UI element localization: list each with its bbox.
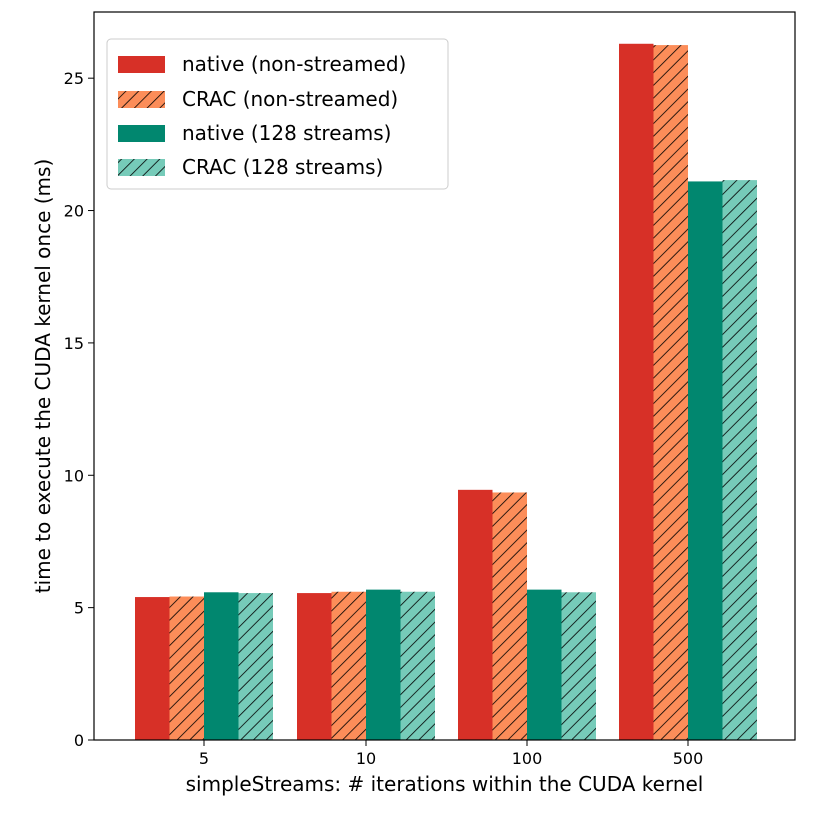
bar-crac-128-streams-10	[400, 591, 435, 740]
x-tick-label: 500	[673, 749, 704, 768]
legend-swatch-crac-128-streams	[118, 159, 165, 176]
bar-native-128-streams-100	[527, 589, 562, 740]
x-axis-ticks: 5 10 100 500	[199, 740, 703, 768]
legend-label-crac-non-streamed: CRAC (non-streamed)	[182, 87, 398, 111]
plot-frame	[93, 11, 796, 741]
legend-label-crac-128-streams: CRAC (128 streams)	[182, 155, 383, 179]
bar-native-non-streamed-5	[135, 597, 170, 740]
x-tick-label: 10	[356, 749, 376, 768]
bar-native-128-streams-10	[366, 589, 401, 740]
bar-native-non-streamed-500	[619, 43, 654, 740]
bar-native-128-streams-5	[204, 592, 239, 740]
y-axis-label: time to execute the CUDA kernel once (ms…	[31, 159, 55, 594]
x-axis-label: simpleStreams: # iterations within the C…	[186, 772, 704, 796]
legend-label-native-128-streams: native (128 streams)	[182, 121, 391, 145]
y-tick-label: 25	[64, 69, 84, 88]
bar-native-128-streams-500	[688, 181, 723, 740]
legend-frame	[106, 38, 449, 190]
bar-native-non-streamed-10	[297, 593, 332, 740]
y-tick-label: 10	[64, 466, 84, 485]
legend-swatch-native-128-streams	[118, 125, 165, 142]
bar-crac-non-streamed-500	[653, 45, 688, 740]
bar-crac-non-streamed-5	[169, 596, 204, 740]
bar-crac-128-streams-500	[722, 180, 757, 741]
bar-crac-non-streamed-100	[492, 492, 527, 740]
legend: native (non-streamed) CRAC (non-streamed…	[106, 38, 449, 190]
x-tick-label: 5	[199, 749, 209, 768]
y-tick-label: 0	[74, 731, 84, 750]
y-axis-ticks: 0 5 10 15 20 25	[64, 69, 94, 750]
legend-label-native-non-streamed: native (non-streamed)	[182, 52, 406, 76]
y-tick-label: 20	[64, 202, 84, 221]
bar-crac-128-streams-5	[238, 593, 273, 740]
y-tick-label: 15	[64, 334, 84, 353]
legend-swatch-crac-non-streamed	[118, 91, 165, 108]
bar-crac-non-streamed-10	[331, 591, 366, 740]
bars-group	[135, 43, 757, 741]
legend-swatch-native-non-streamed	[118, 56, 165, 73]
x-tick-label: 100	[512, 749, 543, 768]
bar-native-non-streamed-100	[458, 489, 493, 740]
y-tick-label: 5	[74, 599, 84, 618]
bar-crac-128-streams-100	[561, 592, 596, 740]
